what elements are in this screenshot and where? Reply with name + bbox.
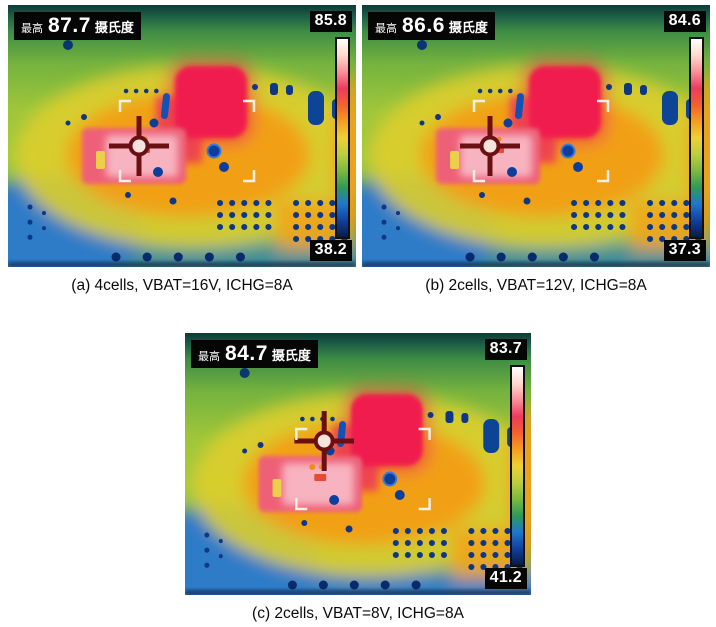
temperature-colorbar — [335, 37, 350, 239]
subfigure-caption: (b) 2cells, VBAT=12V, ICHG=8A — [425, 277, 647, 294]
max-temp-badge: 最高 84.7 摄氏度 — [191, 340, 318, 368]
scale-min-value: 38.2 — [314, 241, 347, 258]
thermal-board-image — [185, 333, 531, 595]
measure-box-brackets — [295, 427, 431, 511]
thermal-image: 最高 86.6 摄氏度 84.6 37.3 — [362, 5, 710, 267]
scale-max-badge: 85.8 — [309, 11, 352, 32]
thermal-image: 最高 84.7 摄氏度 83.7 41.2 — [185, 333, 531, 595]
scale-max-value: 84.6 — [668, 12, 701, 29]
scale-min-badge: 41.2 — [484, 568, 527, 589]
thermal-board-image — [362, 5, 710, 267]
crosshair-marker — [109, 116, 169, 176]
bottom-edge-shadow — [362, 262, 710, 267]
crosshair-marker — [460, 116, 520, 176]
temperature-colorbar — [510, 365, 525, 567]
thermal-panel-b: 最高 86.6 摄氏度 84.6 37.3 (b) 2cells, VBAT=12V… — [362, 5, 710, 295]
scale-min-value: 41.2 — [489, 569, 522, 586]
scale-max-badge: 83.7 — [484, 339, 527, 360]
bottom-edge-shadow — [8, 262, 356, 267]
thermal-image: 最高 87.7 摄氏度 85.8 38.2 — [8, 5, 356, 267]
scale-max-badge: 84.6 — [663, 11, 706, 32]
temp-unit-label: 摄氏度 — [271, 348, 311, 363]
scale-min-badge: 37.3 — [663, 240, 706, 261]
max-temp-value: 86.6 — [402, 14, 445, 37]
thermal-board-image — [8, 5, 356, 267]
max-temp-value: 84.7 — [225, 342, 268, 365]
bottom-row: 最高 84.7 摄氏度 83.7 41.2 (c) 2cells, VBAT=8V,… — [0, 333, 716, 623]
max-temp-prefix-label: 最高 — [198, 351, 220, 363]
scale-max-value: 83.7 — [489, 340, 522, 357]
crosshair-marker — [294, 411, 355, 471]
bottom-edge-shadow — [185, 590, 531, 595]
measure-box-brackets — [118, 99, 256, 183]
max-temp-prefix-label: 最高 — [375, 23, 397, 35]
scale-min-badge: 38.2 — [309, 240, 352, 261]
subfigure-caption: (c) 2cells, VBAT=8V, ICHG=8A — [252, 605, 464, 622]
cool-details — [27, 40, 349, 262]
thermal-panel-a: 最高 87.7 摄氏度 85.8 38.2 (a) 4cells, VBAT=16V… — [8, 5, 356, 295]
subfigure-caption: (a) 4cells, VBAT=16V, ICHG=8A — [71, 277, 293, 294]
measure-box-brackets — [472, 99, 610, 183]
warm-specks — [272, 464, 327, 497]
max-temp-badge: 最高 87.7 摄氏度 — [14, 12, 141, 40]
thermal-panel-c: 最高 84.7 摄氏度 83.7 41.2 (c) 2cells, VBAT=8V,… — [185, 333, 531, 623]
max-temp-badge: 最高 86.6 摄氏度 — [368, 12, 495, 40]
top-row: 最高 87.7 摄氏度 85.8 38.2 (a) 4cells, VBAT=16V… — [8, 5, 710, 295]
max-temp-value: 87.7 — [48, 14, 91, 37]
temp-unit-label: 摄氏度 — [448, 20, 488, 35]
temperature-colorbar — [689, 37, 704, 239]
max-temp-prefix-label: 最高 — [21, 23, 43, 35]
scale-min-value: 37.3 — [668, 241, 701, 258]
temp-unit-label: 摄氏度 — [94, 20, 134, 35]
cool-details — [381, 40, 703, 262]
scale-max-value: 85.8 — [314, 12, 347, 29]
